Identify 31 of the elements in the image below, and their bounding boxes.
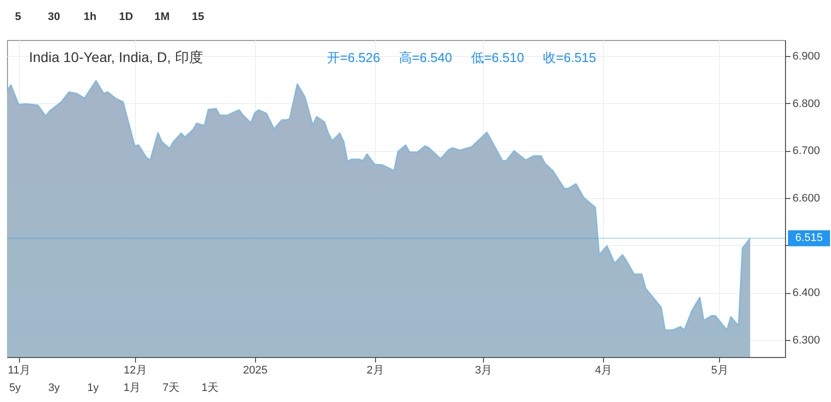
text: 15: [192, 11, 204, 23]
y-tick-label: 6.800: [792, 98, 820, 110]
text: 1M: [154, 11, 170, 23]
text: 30: [48, 11, 60, 23]
x-tick-label: 2025: [242, 364, 268, 376]
text: 7天: [162, 382, 180, 394]
text: 5y: [9, 382, 22, 394]
text: 1y: [87, 382, 100, 394]
y-tick-label: 6.700: [792, 145, 820, 158]
annotation: 收=6.515: [543, 50, 596, 65]
x-tick-label: 4月: [595, 364, 612, 376]
text: India 10-Year, India, D, 印度: [29, 49, 203, 65]
y-tick-label: 6.900: [792, 50, 820, 63]
annotation: 高=6.540: [399, 50, 452, 65]
x-tick-label: 3月: [475, 364, 492, 376]
x-tick-label: 5月: [711, 364, 728, 376]
annotation: 开=6.526: [327, 50, 380, 65]
annotation: 低=6.510: [471, 50, 524, 65]
text: 3y: [48, 382, 60, 394]
x-tick-label: 2月: [366, 364, 384, 376]
y-tick-label: 6.400: [792, 287, 820, 300]
x-tick-label: 12月: [124, 364, 147, 376]
text: 1h: [84, 11, 97, 23]
text: 1天: [201, 382, 219, 394]
y-tick-label: 6.300: [792, 334, 820, 346]
text: 1月: [123, 382, 141, 394]
x-tick-label: 11月: [8, 364, 30, 376]
text: 5: [14, 11, 22, 23]
text: 1D: [118, 11, 134, 23]
y-tick-label: 6.600: [792, 192, 820, 205]
ref-line-label: 6.515: [795, 232, 823, 244]
